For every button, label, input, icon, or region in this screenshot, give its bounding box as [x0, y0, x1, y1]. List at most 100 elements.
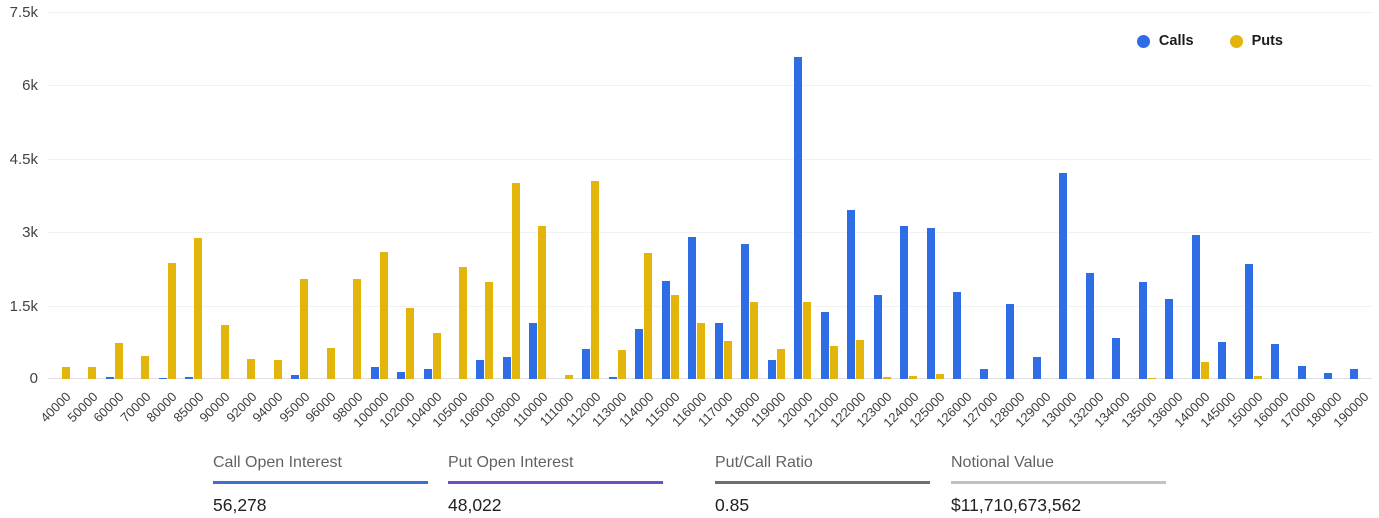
calls-bar-106000[interactable]	[476, 360, 485, 379]
puts-bar-105000[interactable]	[459, 267, 467, 379]
calls-bar-130000[interactable]	[1059, 173, 1068, 379]
legend-item-puts[interactable]: Puts	[1229, 33, 1283, 49]
puts-bar-117000[interactable]	[723, 341, 732, 379]
puts-bar-108000[interactable]	[511, 183, 520, 379]
puts-bar-114000[interactable]	[644, 253, 653, 379]
puts-bar-120000[interactable]	[803, 302, 812, 379]
calls-bar-126000[interactable]	[953, 292, 962, 379]
puts-bar-50000[interactable]	[88, 367, 97, 379]
calls-bar-135000[interactable]	[1138, 282, 1147, 379]
calls-bar-129000[interactable]	[1032, 357, 1041, 379]
calls-bar-150000[interactable]	[1244, 264, 1253, 379]
gridline	[48, 12, 1372, 13]
bar-group-125000	[922, 12, 948, 379]
calls-bar-60000[interactable]	[105, 377, 114, 379]
puts-bar-104000[interactable]	[432, 333, 441, 379]
bar-group-80000	[154, 12, 180, 379]
calls-bar-104000[interactable]	[423, 369, 432, 379]
puts-bar-90000[interactable]	[220, 325, 229, 379]
calls-bar-122000[interactable]	[847, 210, 856, 379]
calls-bar-102000[interactable]	[397, 372, 406, 379]
calls-bar-125000[interactable]	[926, 228, 935, 379]
calls-bar-116000[interactable]	[688, 237, 697, 379]
puts-bar-125000[interactable]	[935, 374, 944, 379]
puts-bar-124000[interactable]	[909, 376, 918, 379]
puts-bar-92000[interactable]	[247, 359, 256, 379]
puts-bar-119000[interactable]	[776, 349, 785, 379]
puts-bar-122000[interactable]	[856, 340, 865, 379]
calls-bar-114000[interactable]	[635, 329, 644, 379]
bar-group-130000	[1054, 12, 1080, 379]
calls-bar-127000[interactable]	[979, 369, 988, 379]
calls-bar-112000[interactable]	[582, 349, 591, 379]
puts-bar-135000[interactable]	[1147, 378, 1156, 379]
bar-group-70000	[127, 12, 153, 379]
y-tick-label: 6k	[22, 77, 38, 94]
puts-bar-140000[interactable]	[1200, 362, 1209, 379]
calls-bar-108000[interactable]	[502, 357, 511, 379]
bar-group-60000	[101, 12, 127, 379]
calls-bar-121000[interactable]	[820, 312, 829, 379]
gridline	[48, 159, 1372, 160]
puts-bar-110000[interactable]	[538, 226, 547, 379]
calls-bar-134000[interactable]	[1112, 338, 1121, 379]
calls-bar-170000[interactable]	[1297, 366, 1306, 379]
puts-bar-123000[interactable]	[882, 377, 891, 379]
calls-bar-132000[interactable]	[1085, 273, 1094, 379]
calls-bar-100000[interactable]	[370, 367, 379, 379]
calls-bar-120000[interactable]	[794, 57, 803, 379]
puts-bar-116000[interactable]	[697, 323, 706, 379]
puts-bar-85000[interactable]	[194, 238, 203, 379]
calls-bar-124000[interactable]	[900, 226, 909, 379]
calls-bar-136000[interactable]	[1165, 299, 1174, 379]
puts-bar-98000[interactable]	[353, 279, 362, 379]
puts-legend-dot-icon	[1229, 34, 1243, 48]
bar-group-114000	[631, 12, 657, 379]
y-tick-label: 7.5k	[9, 4, 38, 21]
puts-bar-40000[interactable]	[61, 367, 70, 379]
gridline	[48, 306, 1372, 307]
stat-value: 0.85	[715, 495, 750, 515]
legend-item-calls[interactable]: Calls	[1136, 33, 1194, 49]
bar-group-112000	[578, 12, 604, 379]
bar-group-145000	[1213, 12, 1239, 379]
puts-bar-115000[interactable]	[670, 295, 679, 379]
puts-bar-100000[interactable]	[379, 252, 388, 379]
puts-bar-118000[interactable]	[750, 302, 759, 379]
stat-notional-value: Notional Value $11,710,673,562	[951, 449, 1166, 516]
puts-bar-60000[interactable]	[114, 343, 123, 379]
bar-group-105000	[445, 12, 471, 379]
calls-bar-85000[interactable]	[185, 377, 194, 379]
calls-bar-145000[interactable]	[1218, 342, 1227, 379]
puts-bar-112000[interactable]	[591, 181, 600, 379]
calls-bar-113000[interactable]	[608, 377, 617, 379]
puts-bar-150000[interactable]	[1253, 376, 1262, 379]
stat-label: Put/Call Ratio	[715, 454, 813, 471]
puts-bar-121000[interactable]	[829, 346, 838, 379]
puts-bar-70000[interactable]	[141, 356, 150, 379]
calls-bar-115000[interactable]	[661, 281, 670, 379]
calls-bar-95000[interactable]	[291, 375, 300, 379]
calls-bar-117000[interactable]	[714, 323, 723, 379]
calls-bar-80000[interactable]	[158, 378, 167, 379]
calls-bar-128000[interactable]	[1006, 304, 1015, 379]
puts-bar-106000[interactable]	[485, 282, 494, 379]
calls-bar-119000[interactable]	[767, 360, 776, 379]
puts-bar-113000[interactable]	[617, 350, 626, 379]
bar-group-136000	[1160, 12, 1186, 379]
bar-group-120000	[790, 12, 816, 379]
calls-bar-140000[interactable]	[1191, 235, 1200, 379]
calls-bar-190000[interactable]	[1350, 369, 1359, 379]
calls-bar-123000[interactable]	[873, 295, 882, 379]
puts-bar-95000[interactable]	[300, 279, 309, 379]
calls-bar-118000[interactable]	[741, 244, 750, 379]
bar-group-135000	[1134, 12, 1160, 379]
calls-bar-180000[interactable]	[1323, 373, 1332, 379]
calls-bar-110000[interactable]	[529, 323, 538, 379]
puts-bar-111000[interactable]	[564, 375, 573, 379]
puts-bar-96000[interactable]	[326, 348, 335, 379]
puts-bar-102000[interactable]	[406, 308, 415, 379]
puts-bar-80000[interactable]	[167, 263, 176, 379]
calls-bar-160000[interactable]	[1271, 344, 1280, 379]
puts-bar-94000[interactable]	[273, 360, 282, 379]
